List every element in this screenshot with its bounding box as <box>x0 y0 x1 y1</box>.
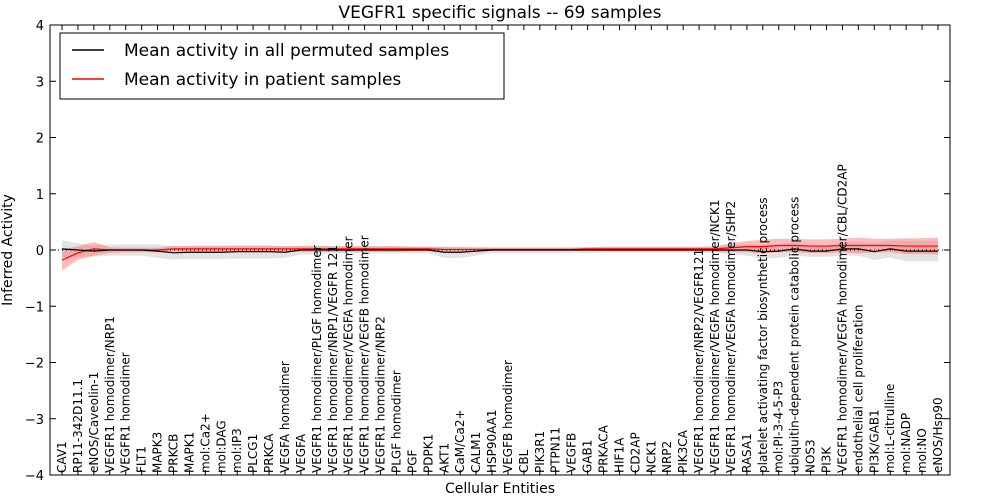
x-tick-label: PIK3CA <box>676 429 690 473</box>
x-tick-label: CALM1 <box>469 432 483 473</box>
y-tick-label: 2 <box>36 132 44 147</box>
x-tick-label: CAV1 <box>55 441 69 473</box>
x-tick-label: VEGFA homodimer <box>278 361 292 473</box>
x-tick-label: VEGFR1 homodimer/NRP1/VEGFR 121 <box>326 245 340 473</box>
x-tick-label: PRKCA <box>262 433 276 473</box>
x-tick-label: VEGFR1 homodimer/PLGF homodimer <box>310 245 324 473</box>
x-tick-label: GAB1 <box>581 440 595 473</box>
y-tick-label: −1 <box>25 300 44 315</box>
series-band-1 <box>62 237 938 271</box>
x-tick-label: VEGFR1 homodimer/VEGFA homodimer/SHP2 <box>724 201 738 473</box>
x-tick-label: ubiquitin-dependent protein catabolic pr… <box>788 197 802 473</box>
x-tick-label: HSP90AA1 <box>485 409 499 473</box>
x-tick-label: VEGFA <box>294 433 308 473</box>
x-tick-label: mol:PI-3-4-5-P3 <box>772 381 786 473</box>
x-tick-label: platelet activating factor biosynthetic … <box>756 197 770 473</box>
x-tick-label: PGF <box>405 449 419 473</box>
x-axis-title: Cellular Entities <box>445 481 555 497</box>
x-tick-label: CaM/Ca2+ <box>453 409 467 473</box>
x-tick-label: PLCG1 <box>246 434 260 473</box>
x-tick-label: endothelial cell proliferation <box>851 305 865 473</box>
y-tick-label: 4 <box>36 19 44 34</box>
x-tick-label: CBL <box>517 449 531 473</box>
legend: Mean activity in all permuted samples Mea… <box>59 32 505 100</box>
x-tick-label: PI3K/GAB1 <box>867 409 881 473</box>
x-tick-label: PRKACA <box>597 424 611 473</box>
x-tick-label: mol:L-citrulline <box>883 384 897 473</box>
x-tick-label: VEGFR1 homodimer/VEGFA homodimer <box>342 236 356 473</box>
y-axis: 4 3 2 1 0 −1 −2 −3 −4 <box>25 19 950 484</box>
legend-box <box>59 32 505 100</box>
x-tick-label: CD2AP <box>628 432 642 473</box>
x-tick-label: PRKCB <box>166 434 180 473</box>
x-tick-label: AKT1 <box>437 443 451 473</box>
x-tick-label: VEGFR1 homodimer/NRP2 <box>374 316 388 473</box>
legend-label-1: Mean activity in patient samples <box>124 70 401 90</box>
x-tick-label: NRP2 <box>660 441 674 473</box>
y-tick-label: −4 <box>25 469 44 484</box>
y-axis-title: Inferred Activity <box>0 194 16 306</box>
x-tick-label: FLT1 <box>135 446 149 473</box>
x-tick-label: mol:Ca2+ <box>198 413 212 473</box>
series-band-0 <box>62 240 938 262</box>
y-tick-label: 3 <box>36 75 44 90</box>
y-tick-label: −2 <box>25 357 44 372</box>
x-tick-label: VEGFR1 homodimer <box>119 352 133 473</box>
x-tick-label: mol:IP3 <box>230 428 244 473</box>
x-tick-label: HIF1A <box>612 437 626 473</box>
x-tick-label: VEGFR1 homodimer/VEGFA homodimer/NCK1 <box>708 199 722 473</box>
chart-title: VEGFR1 specific signals -- 69 samples <box>339 3 662 23</box>
x-tick-label: mol:DAG <box>214 420 228 473</box>
x-tick-label: VEGFB homodimer <box>501 360 515 473</box>
x-tick-label: NOS3 <box>804 439 818 473</box>
x-tick-label: eNOS/Hsp90 <box>931 397 945 473</box>
x-tick-label: NCK1 <box>644 440 658 473</box>
x-tick-label: PI3K <box>820 446 834 473</box>
legend-label-0: Mean activity in all permuted samples <box>124 41 449 61</box>
series-line-0 <box>61 248 938 254</box>
x-tick-label: PDPK1 <box>421 434 435 473</box>
y-tick-label: 0 <box>36 244 44 259</box>
x-tick-label: eNOS/Caveolin-1 <box>87 372 101 473</box>
x-tick-label: VEGFB <box>565 433 579 473</box>
x-tick-label: RASA1 <box>740 433 754 473</box>
y-tick-label: 1 <box>36 188 44 203</box>
x-tick-label: mol:NADP <box>899 413 913 473</box>
x-tick-label: VEGFR1 homodimer/NRP1 <box>103 316 117 473</box>
x-tick-label: PIK3R1 <box>533 431 547 473</box>
x-tick-label: PTPN11 <box>549 427 563 473</box>
x-tick-label: mol:NO <box>915 428 929 473</box>
x-tick-label: VEGFR1 homodimer/NRP2/VEGFR121 <box>692 249 706 473</box>
x-tick-label: PLGF homodimer <box>389 370 403 473</box>
x-tick-label: VEGFR1 homodimer/VEGFB homodimer <box>358 235 372 473</box>
x-tick-label: VEGFR1 homodimer/VEGFA homodimer/CBL/CD2… <box>835 164 849 473</box>
x-tick-label: MAPK3 <box>151 432 165 473</box>
x-tick-label: MAPK1 <box>182 432 196 473</box>
x-tick-label: RP11-342D11.1 <box>71 379 85 473</box>
y-tick-label: −3 <box>25 413 44 428</box>
x-axis: CAV1 RP11-342D11.1 eNOS/Caveolin-1 VEGFR1 h… <box>55 25 945 475</box>
